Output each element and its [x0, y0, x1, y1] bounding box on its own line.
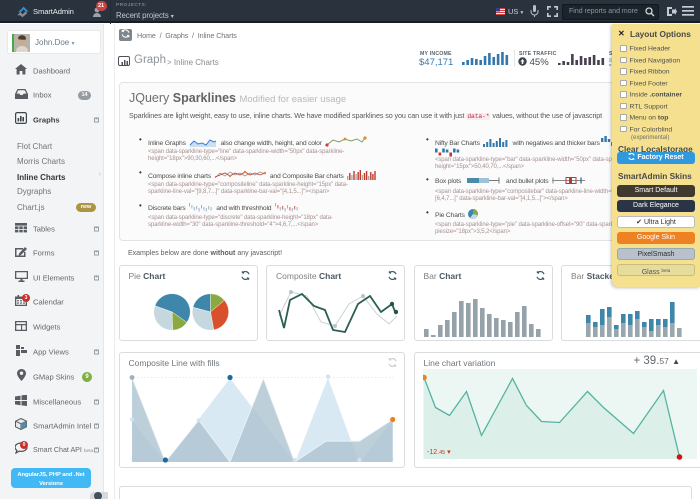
- svg-text:-12.45 ▾: -12.45 ▾: [427, 449, 451, 456]
